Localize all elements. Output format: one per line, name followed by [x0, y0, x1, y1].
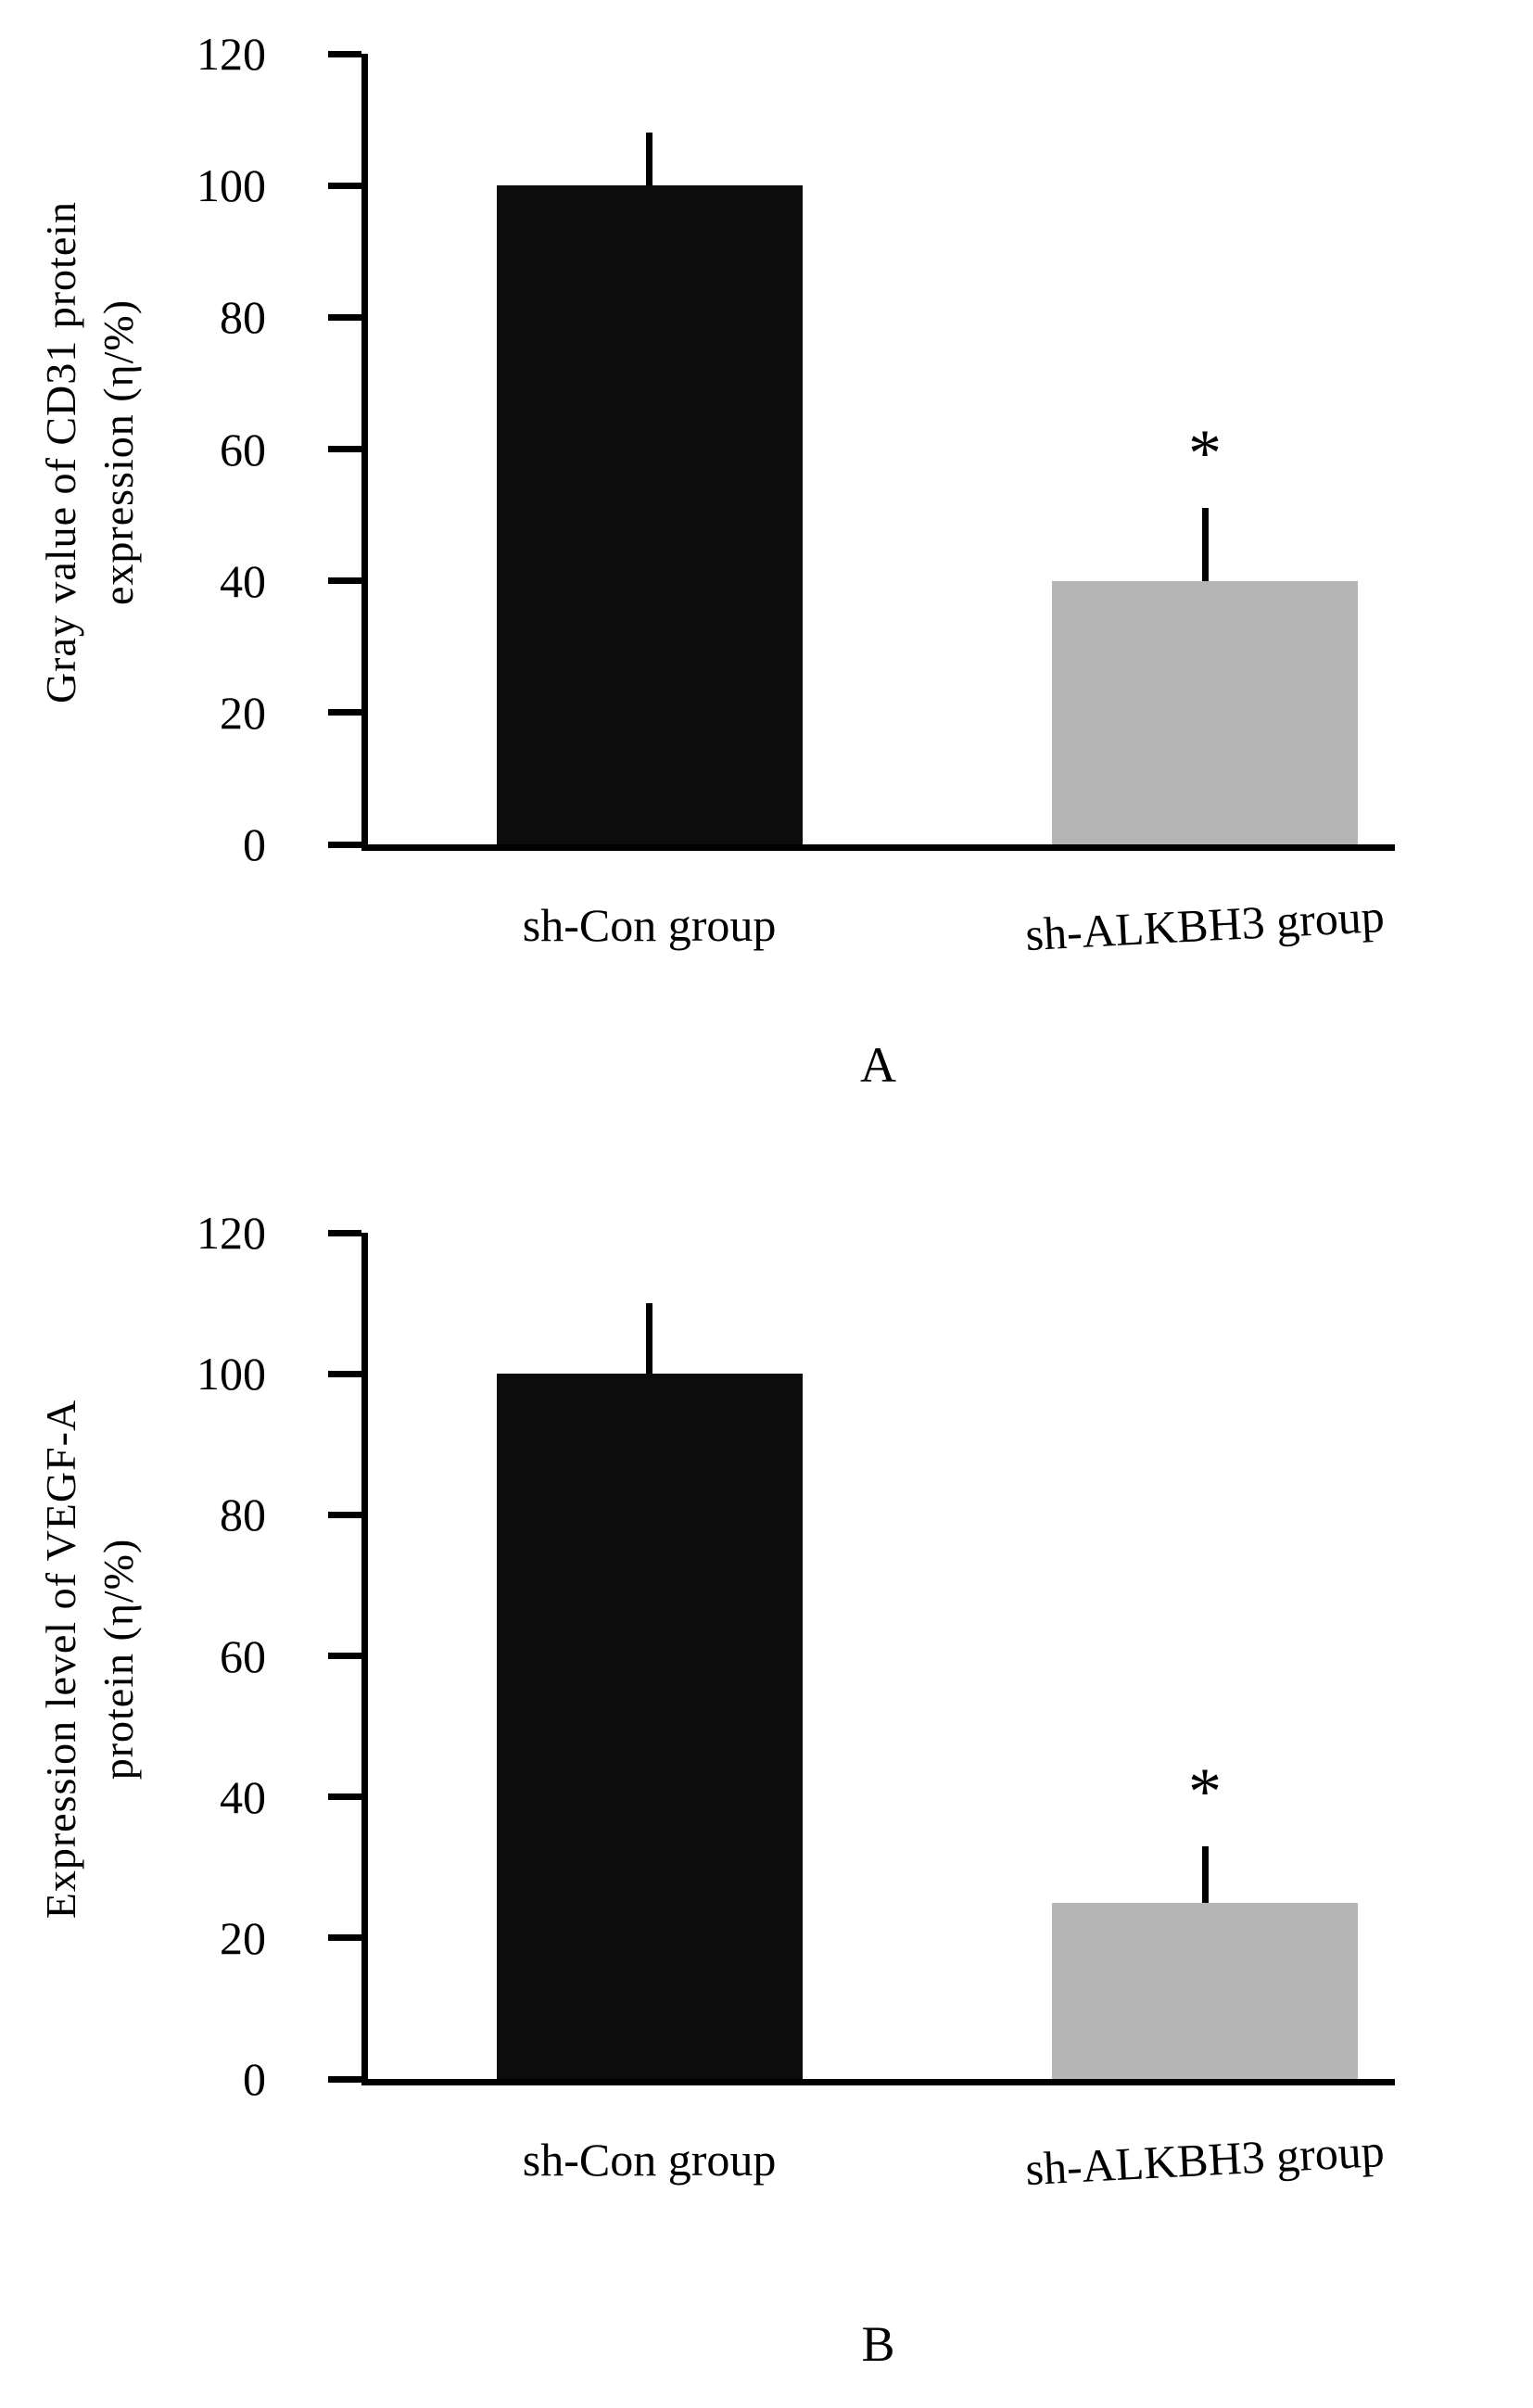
y-tick-mark — [328, 1793, 361, 1801]
y-tick-mark — [328, 709, 361, 716]
y-tick-mark — [328, 1653, 361, 1659]
y-tick-mark — [328, 50, 361, 57]
y-tick-label: 40 — [220, 1770, 266, 1823]
y-tick-label: 80 — [220, 1489, 266, 1541]
bar — [496, 185, 803, 844]
plot-area: 0 20 40 60 80 100 120 * — [196, 28, 1395, 870]
y-tick-label: 120 — [196, 28, 266, 80]
y-tick-label: 60 — [220, 1629, 266, 1682]
y-tick-mark — [328, 446, 361, 452]
y-tick-mark — [328, 1511, 361, 1518]
y-tick-label: 0 — [243, 818, 266, 870]
y-tick-mark — [328, 841, 361, 848]
category-label: sh-Con group — [522, 899, 777, 951]
y-tick-mark — [328, 1370, 361, 1377]
significance-marker: * — [1188, 416, 1223, 491]
panel-b: Expression level of VEGF-A protein (η/%)… — [0, 1177, 1533, 2408]
bar — [1052, 1902, 1359, 2079]
y-tick-mark — [328, 313, 361, 321]
y-tick-label: 100 — [196, 159, 266, 212]
y-tick-label: 120 — [196, 1207, 266, 1259]
error-bar — [646, 1303, 653, 1375]
panel-a: Gray value of CD31 protein expression (η… — [0, 0, 1533, 1177]
y-axis-title-line1: Gray value of CD31 protein — [37, 200, 84, 704]
y-tick-mark — [328, 577, 361, 585]
category-label: sh-ALKBH3 group — [1024, 2123, 1386, 2196]
significance-marker: * — [1188, 1754, 1223, 1829]
category-label: sh-ALKBH3 group — [1024, 889, 1386, 961]
error-bar — [1201, 1845, 1209, 1903]
y-tick-label: 20 — [220, 686, 266, 739]
category-label: sh-Con group — [522, 2134, 777, 2186]
y-tick-mark — [328, 1934, 361, 1942]
bar — [1052, 580, 1359, 844]
y-tick-label: 100 — [196, 1348, 266, 1400]
y-axis-title-line1: Expression level of VEGF-A — [37, 1399, 84, 1920]
bar — [496, 1374, 803, 2079]
y-tick-label: 60 — [220, 423, 266, 475]
y-tick-mark — [328, 1229, 361, 1236]
error-bar — [646, 133, 653, 186]
plot-area: 0 20 40 60 80 100 120 * — [196, 1207, 1395, 2105]
panel-letter: A — [860, 1037, 896, 1093]
y-tick-label: 80 — [220, 291, 266, 344]
error-bar — [1201, 508, 1209, 581]
panel-letter: B — [861, 2316, 895, 2372]
y-tick-mark — [328, 182, 361, 189]
y-tick-label: 20 — [220, 1911, 266, 1964]
y-tick-label: 40 — [220, 554, 266, 607]
y-tick-label: 0 — [243, 2053, 266, 2105]
y-tick-mark — [328, 2075, 361, 2083]
